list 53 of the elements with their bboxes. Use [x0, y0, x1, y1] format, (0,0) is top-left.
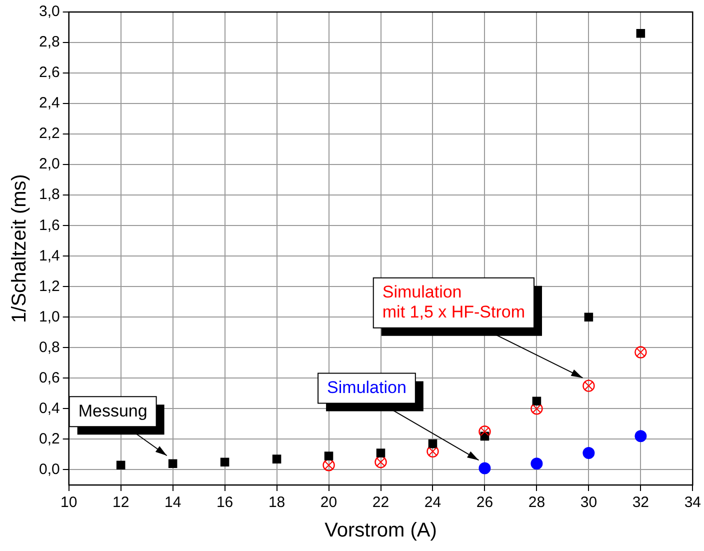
y-tick-label: 1,2	[38, 278, 60, 295]
y-tick-label: 1,0	[38, 308, 60, 326]
point	[272, 454, 282, 464]
x-tick-label: 30	[580, 494, 598, 512]
x-tick-label: 26	[476, 494, 494, 512]
y-tick-label: 1,4	[38, 247, 60, 264]
x-tick-label: 34	[684, 494, 701, 512]
y-tick-label: 2,8	[38, 34, 60, 51]
x-tick-label: 18	[268, 494, 286, 512]
y-tick-label: 2,0	[38, 156, 60, 173]
point	[530, 458, 543, 470]
text: Simulation mit 1,5 x HF-Strom	[382, 282, 526, 322]
point	[634, 430, 647, 442]
y-tick-label: 2,2	[38, 125, 60, 142]
point	[374, 456, 387, 468]
y-axis-title: 1/Schaltzeit (ms)	[8, 174, 31, 323]
point	[322, 459, 335, 472]
point	[636, 28, 646, 38]
point	[220, 458, 230, 466]
x-tick-label: 10	[60, 494, 78, 512]
x-tick-label: 14	[164, 494, 182, 512]
point	[530, 402, 543, 415]
point	[376, 448, 386, 458]
x-tick-label: 24	[424, 494, 442, 512]
x-tick-label: 20	[320, 494, 338, 512]
point	[478, 462, 491, 474]
point	[584, 312, 594, 322]
point	[532, 396, 542, 406]
y-tick-label: 3,0	[38, 3, 60, 20]
x-tick-label: 32	[632, 494, 650, 512]
point	[582, 446, 595, 459]
y-tick-label: 0,2	[38, 430, 60, 448]
point	[324, 452, 334, 460]
y-tick-label: 0,6	[38, 369, 60, 386]
x-tick-label: 28	[528, 494, 546, 512]
x-tick-label: 12	[112, 494, 130, 512]
text: Messung	[78, 401, 148, 420]
y-tick-label: 0,8	[38, 338, 60, 356]
x-tick-label: 22	[372, 494, 390, 512]
point	[634, 346, 647, 358]
point	[582, 380, 595, 392]
y-tick-label: 2,6	[38, 64, 60, 82]
y-tick-label: 0,0	[38, 460, 60, 478]
y-tick-label: 0,4	[38, 400, 60, 417]
x-tick-label: 16	[216, 494, 234, 512]
y-tick-label: 1,8	[38, 186, 60, 204]
y-tick-label: 1,6	[38, 216, 60, 234]
point	[168, 459, 178, 468]
x-axis-title: Vorstrom (A)	[324, 520, 437, 542]
text: Simulation	[327, 378, 406, 397]
y-tick-label: 2,4	[38, 94, 60, 112]
point	[428, 439, 438, 448]
point	[116, 460, 126, 470]
